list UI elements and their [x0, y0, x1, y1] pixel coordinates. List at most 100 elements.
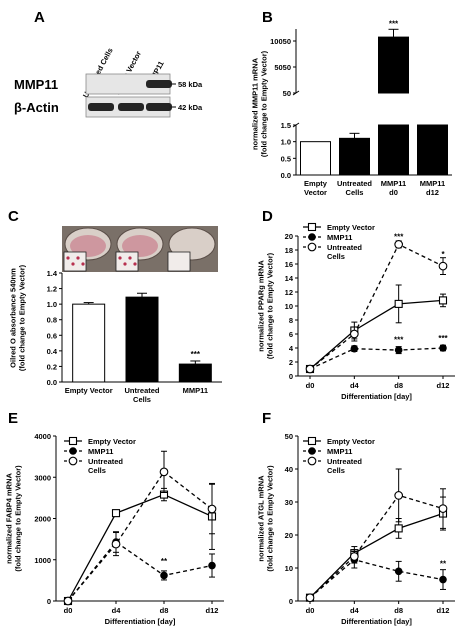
category-label: Cells	[346, 188, 364, 197]
lipid-droplet	[123, 262, 127, 266]
category-label: Vector	[304, 188, 327, 197]
significance-marker: ***	[394, 233, 404, 242]
legend-label: MMP11	[88, 447, 113, 456]
y-tick-label: 0.5	[281, 154, 291, 163]
x-tick-label: d8	[394, 381, 403, 390]
y-tick-label: 50	[283, 89, 291, 98]
category-label: Cells	[133, 395, 151, 404]
y-tick-label: 0.0	[281, 171, 291, 180]
marker-open-circle	[68, 456, 78, 466]
legend-label: Untreated	[327, 243, 362, 252]
blot-band	[146, 80, 172, 88]
x-tick-label: d0	[306, 381, 315, 390]
category-label: d0	[389, 188, 398, 197]
series-line	[309, 512, 444, 599]
y-tick-label: 6	[289, 330, 293, 339]
y-tick-label: 20	[285, 531, 293, 540]
marker-filled-circle	[439, 575, 447, 584]
y-tick-label: 0	[47, 597, 51, 606]
bar	[178, 363, 212, 383]
x-tick-label: d4	[350, 381, 360, 390]
marker-square	[394, 524, 403, 533]
y-tick-label: 50	[285, 432, 293, 441]
y-tick-label: 18	[285, 246, 293, 255]
y-axis-label: normalized PPARg mRNA(fold change to Emp…	[257, 252, 275, 359]
marker-open-circle	[394, 240, 404, 249]
legend-label: Untreated	[88, 457, 123, 466]
category-label: MMP11	[420, 179, 445, 188]
legend-label: Untreated	[327, 457, 362, 466]
y-tick-label: 14	[285, 274, 294, 283]
y-tick-label: 1.4	[47, 269, 58, 278]
bar	[378, 36, 409, 94]
oilred-stain	[122, 235, 158, 257]
marker-open-circle	[305, 593, 315, 603]
x-axis-label: Differentiation [day]	[341, 617, 412, 626]
x-tick-label: d12	[437, 606, 450, 615]
y-tick-label: 40	[285, 465, 293, 474]
blot-band	[88, 103, 114, 111]
y-tick-label: 0	[289, 597, 293, 606]
y-tick-label: 1.0	[281, 138, 291, 147]
significance-marker: **	[161, 557, 168, 566]
micrograph-inset	[63, 251, 87, 272]
y-tick-label: 12	[285, 288, 293, 297]
x-tick-label: d0	[64, 606, 73, 615]
y-tick-label: 1.5	[281, 121, 291, 130]
marker-square	[307, 222, 317, 232]
oilred-stain	[70, 235, 106, 257]
legend-label: MMP11	[327, 447, 352, 456]
micrograph-inset	[115, 251, 139, 272]
bar	[300, 141, 331, 176]
lipid-droplet	[66, 256, 70, 260]
marker-open-circle	[111, 539, 121, 549]
marker-square	[438, 296, 448, 305]
y-axis-label: Oilred O absorbance 540nm(fold change to…	[9, 264, 27, 371]
blot-band	[146, 103, 172, 111]
marker-filled-circle	[308, 233, 316, 241]
legend-label: Empty Vector	[88, 437, 136, 446]
marker-open-circle	[394, 491, 404, 500]
y-tick-label: 10	[285, 564, 293, 573]
significance-marker: ***	[389, 19, 399, 28]
y-tick-label: 1000	[34, 556, 51, 565]
category-label: Empty	[304, 179, 328, 188]
legend-label: Cells	[327, 466, 345, 475]
protein-label: MMP11	[14, 77, 58, 92]
marker-open-circle	[349, 329, 359, 339]
significance-marker: ***	[394, 335, 404, 344]
marker-open-circle	[307, 456, 317, 466]
y-tick-label: 0.4	[47, 347, 58, 356]
legend-label: Empty Vector	[327, 223, 375, 232]
lipid-droplet	[118, 256, 122, 260]
y-axis-label: normalized FABP4 mRNA(fold change to Emp…	[5, 465, 23, 572]
marker-open-circle	[159, 467, 169, 477]
category-label: MMP11	[183, 386, 208, 395]
panel-label-e: E	[8, 410, 18, 427]
protein-label: β-Actin	[14, 100, 59, 115]
y-tick-label: 20	[285, 232, 293, 241]
legend-label: Cells	[88, 466, 106, 475]
bar	[378, 124, 409, 176]
marker-filled-circle	[69, 447, 77, 455]
x-tick-label: d0	[306, 606, 315, 615]
panel-label-a: A	[34, 9, 45, 26]
y-tick-label: 30	[285, 498, 293, 507]
legend-label: Cells	[327, 252, 345, 261]
marker-open-circle	[438, 504, 448, 513]
significance-marker: ***	[438, 334, 448, 343]
kda-label: 58 kDa	[178, 80, 203, 89]
lipid-droplet	[133, 262, 137, 266]
lipid-droplet	[71, 262, 75, 266]
y-tick-label: 16	[285, 260, 293, 269]
lipid-droplet	[128, 256, 132, 260]
series-line	[309, 559, 444, 599]
x-tick-label: d4	[350, 606, 360, 615]
marker-open-circle	[307, 242, 317, 252]
significance-marker: *	[441, 250, 445, 259]
significance-marker: ***	[191, 350, 201, 359]
series-line	[309, 494, 444, 599]
kda-label: 42 kDa	[178, 103, 203, 112]
x-tick-label: d12	[206, 606, 219, 615]
micrograph-inset	[167, 251, 191, 272]
